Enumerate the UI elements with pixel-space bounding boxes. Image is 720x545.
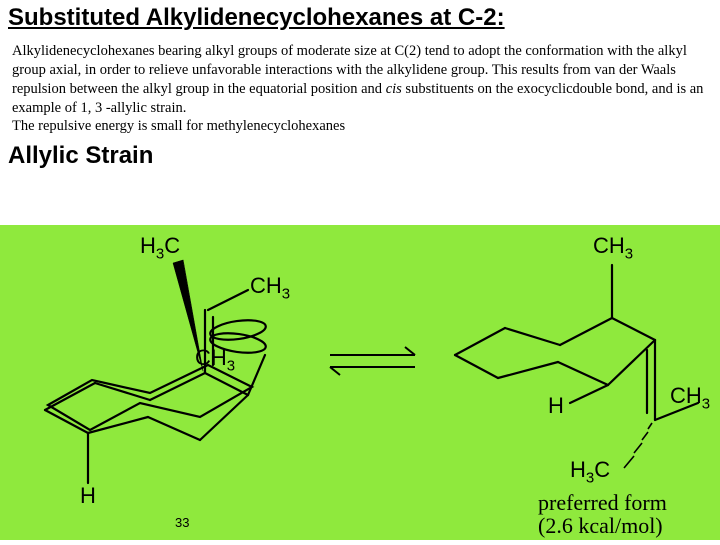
page-number: 33 — [175, 515, 189, 530]
label-right-ch3-top: CH3 — [593, 233, 633, 262]
label-left-h: H — [80, 483, 96, 509]
label-left-ch3-b: CH3 — [195, 345, 235, 374]
label-right-ch3-side: CH3 — [670, 383, 710, 412]
body-text-3: The repulsive energy is small for methyl… — [12, 118, 345, 134]
label-left-ch3-a: CH3 — [250, 273, 290, 302]
body-paragraph: Alkylidenecyclohexanes bearing alkyl gro… — [0, 36, 720, 138]
label-left-h3c: H3C — [140, 233, 180, 262]
diagram-area: H3C CH3 CH3 H CH3 H CH3 H3C preferred fo… — [0, 225, 720, 540]
body-text-italic: cis — [386, 81, 402, 97]
label-right-h3c: H3C — [570, 457, 610, 486]
label-right-h: H — [548, 393, 564, 419]
page-title: Substituted Alkylidenecyclohexanes at C-… — [0, 0, 720, 36]
preferred-line2: (2.6 kcal/mol) — [538, 513, 663, 539]
subtitle: Allylic Strain — [0, 138, 720, 174]
